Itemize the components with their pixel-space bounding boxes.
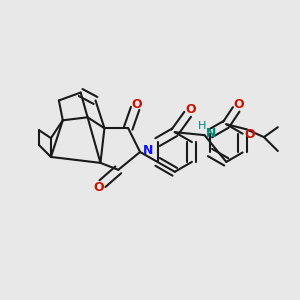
Text: N: N — [206, 127, 217, 140]
Text: O: O — [234, 98, 244, 111]
Text: N: N — [143, 145, 153, 158]
Text: O: O — [245, 128, 255, 141]
Text: O: O — [93, 181, 104, 194]
Text: O: O — [185, 103, 196, 116]
Text: O: O — [132, 98, 142, 111]
Text: H: H — [198, 121, 207, 131]
